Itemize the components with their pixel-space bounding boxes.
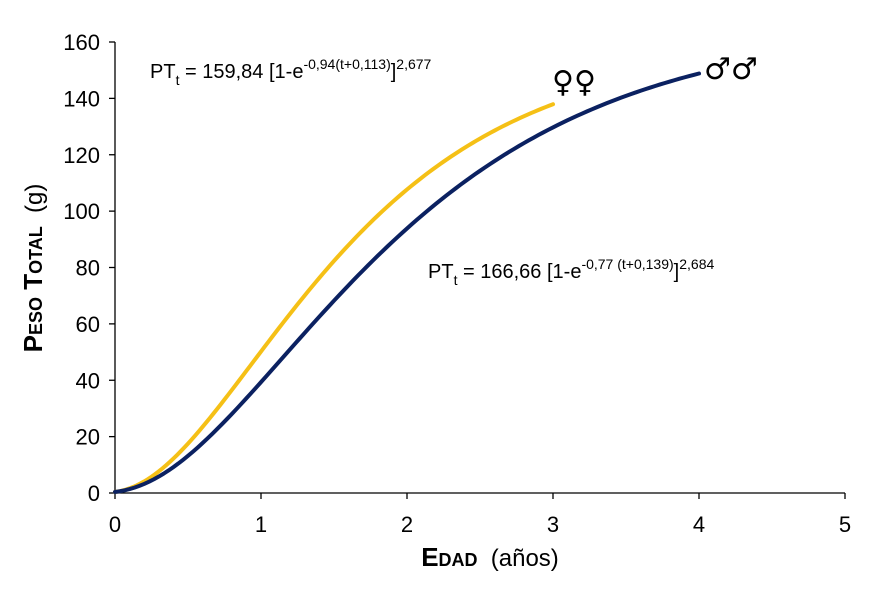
female-eq-lhs: PT (150, 61, 176, 83)
female-equation: PTt = 159,84 [1-e-0,94(t+0,113)]2,677 (150, 56, 432, 88)
male-eq-sub: t (454, 272, 458, 288)
male-equation: PTt = 166,66 [1-e-0,77 (t+0,139)]2,684 (428, 256, 714, 288)
y-axis-label-unit: (g) (21, 184, 48, 213)
female-eq-power: 2,677 (396, 56, 431, 72)
x-tick-label: 5 (839, 512, 851, 537)
y-tick-label: 60 (76, 312, 100, 337)
x-ticks: 0 1 2 3 4 5 (109, 493, 851, 537)
female-eq-close: ] (391, 61, 397, 83)
y-tick-label: 0 (88, 481, 100, 506)
x-tick-label: 4 (693, 512, 705, 537)
x-axis-label-unit: (años) (491, 545, 559, 572)
male-eq-close: ] (674, 261, 680, 283)
curves (113, 71, 701, 495)
male-eq-power: 2,684 (679, 256, 714, 272)
male-eq-main: = 166,66 [1-e (457, 261, 581, 283)
male-eq-lhs: PT (428, 261, 454, 283)
y-axis-label-main: Peso Total (18, 226, 48, 352)
male-symbol-label: ♂♂ (704, 52, 758, 87)
x-tick-label: 2 (401, 512, 413, 537)
female-symbol-label: ♀♀ (552, 65, 596, 100)
x-tick-label: 1 (255, 512, 267, 537)
x-axis-label-main: Edad (421, 542, 477, 572)
female-eq-exp: -0,94(t+0,113) (303, 56, 390, 72)
y-tick-label: 40 (76, 368, 100, 393)
female-eq-sub: t (176, 72, 180, 88)
male-growth-curve (113, 71, 701, 494)
female-growth-curve (113, 102, 555, 495)
y-tick-label: 80 (76, 256, 100, 281)
x-axis-label: Edad (años) (421, 542, 559, 572)
y-tick-label: 160 (63, 30, 100, 55)
female-eq-main: = 159,84 [1-e (179, 61, 303, 83)
y-tick-label: 20 (76, 425, 100, 450)
y-tick-label: 120 (63, 143, 100, 168)
x-tick-label: 0 (109, 512, 121, 537)
y-axis-label: Peso Total (g) (18, 184, 48, 353)
x-tick-label: 3 (547, 512, 559, 537)
y-tick-label: 140 (63, 86, 100, 111)
male-eq-exp: -0,77 (t+0,139) (581, 256, 673, 272)
y-ticks: 0 20 40 60 80 100 120 140 160 (63, 30, 115, 506)
y-tick-label: 100 (63, 199, 100, 224)
